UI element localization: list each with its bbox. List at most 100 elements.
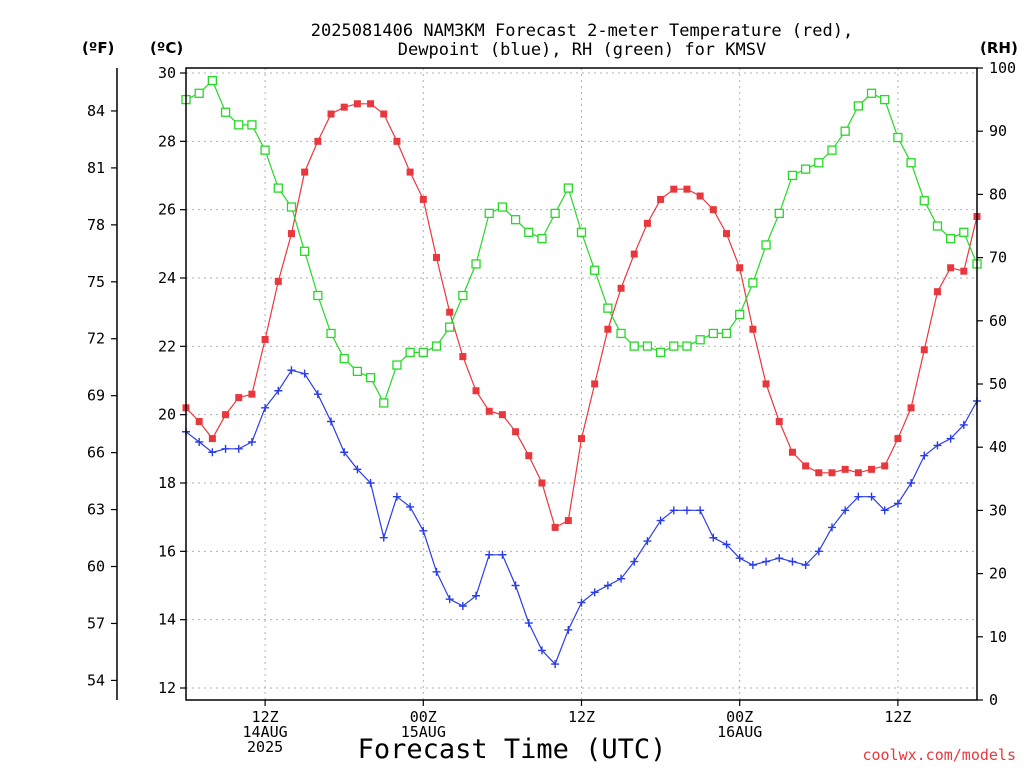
rh-point (919, 196, 929, 206)
dewpoint-point (234, 444, 243, 453)
rh-point (721, 328, 732, 339)
rh-point (484, 208, 494, 219)
rh-tick-label: 90 (989, 122, 1007, 140)
dewpoint-point (735, 554, 744, 563)
x-tick-label: 16AUG (717, 723, 762, 741)
rh-point (365, 373, 376, 383)
rh-point (959, 227, 969, 237)
dewpoint-point (788, 557, 797, 566)
2-meter-temperature-point (380, 110, 388, 118)
rh-point (840, 126, 850, 136)
dewpoint-point (827, 523, 836, 532)
rh-point (774, 208, 784, 219)
rh-point (735, 309, 745, 320)
2-meter-temperature-point (894, 435, 902, 443)
dewpoint-point (801, 561, 810, 569)
dewpoint-point (920, 451, 929, 460)
axis-ticks: 1214161820222426283012Z14AUG202500Z15AUG… (87, 59, 1016, 756)
rh-point (893, 132, 903, 143)
rh-point (392, 360, 402, 370)
rh-point (906, 158, 916, 168)
chart-title-line2: Dewpoint (blue), RH (green) for KMSV (398, 40, 766, 60)
rh-tick-label: 10 (989, 628, 1007, 646)
celsius-unit-label: (ºC) (150, 39, 183, 57)
2-meter-temperature-point (947, 264, 955, 272)
2-meter-temperature-point (459, 353, 467, 361)
2-meter-temperature-point (419, 195, 427, 203)
fahrenheit-tick-label: 84 (87, 102, 105, 120)
2-meter-temperature-point (604, 325, 612, 333)
2-meter-temperature-point (591, 380, 599, 388)
dewpoint-point (933, 441, 942, 450)
dewpoint-point (300, 369, 309, 378)
rh-point (497, 202, 508, 212)
fahrenheit-tick-label: 60 (87, 558, 105, 576)
dewpoint-point (498, 550, 507, 559)
celsius-tick-label: 20 (158, 406, 176, 424)
fahrenheit-tick-label: 57 (87, 614, 105, 632)
2-meter-temperature-point (578, 435, 585, 443)
x-tick-label: 12Z (252, 708, 279, 726)
dewpoint-point (208, 448, 217, 457)
dewpoint-point (195, 438, 204, 446)
dewpoint-point (551, 660, 560, 669)
2-meter-temperature-point (432, 254, 440, 261)
rh-point (576, 227, 587, 237)
2-meter-temperature-point (564, 517, 572, 525)
dewpoint-point (603, 581, 612, 590)
2-meter-temperature-point (498, 411, 506, 419)
2-meter-temperature-point (287, 230, 295, 238)
dewpoint-point (432, 567, 441, 576)
2-meter-temperature-point (815, 469, 823, 477)
fahrenheit-tick-label: 54 (87, 671, 105, 689)
2-meter-temperature-point (907, 404, 915, 412)
2-meter-temperature-point (525, 452, 533, 460)
celsius-tick-label: 12 (158, 679, 176, 697)
dewpoint-point (458, 602, 467, 610)
x-tick-label: 00Z (726, 708, 753, 726)
rh-point (286, 202, 297, 212)
rh-point (590, 265, 600, 275)
rh-point (550, 208, 560, 219)
rh-point (471, 259, 481, 269)
celsius-tick-label: 14 (158, 611, 176, 629)
dewpoint-point (261, 403, 270, 412)
dewpoint-point (590, 588, 599, 597)
2-meter-temperature-point (512, 428, 520, 436)
dewpoint-point (748, 561, 757, 569)
x-axis-title: Forecast Time (UTC) (358, 734, 667, 765)
2-meter-temperature-point (881, 462, 889, 470)
dewpoint-point (854, 492, 863, 501)
x-tick-label: 15AUG (401, 723, 446, 741)
rh-point (945, 233, 956, 244)
celsius-tick-label: 26 (158, 201, 176, 219)
rh-tick-label: 70 (989, 249, 1007, 267)
rh-tick-label: 40 (989, 438, 1007, 456)
fahrenheit-tick-label: 72 (87, 330, 105, 348)
2-meter-temperature-point (261, 336, 269, 343)
rh-point (339, 354, 349, 364)
dewpoint-point (406, 502, 415, 511)
rh-point (880, 94, 890, 105)
rh-point (405, 347, 415, 358)
2-meter-temperature-point (195, 418, 203, 425)
celsius-tick-label: 18 (158, 474, 176, 492)
rh-tick-label: 20 (989, 565, 1007, 583)
2-meter-temperature-point (788, 448, 796, 456)
x-tick-label: 2025 (247, 738, 283, 756)
2-meter-temperature-point (960, 267, 968, 275)
rh-point (299, 246, 310, 256)
dewpoint-point (682, 506, 691, 515)
rh-point (655, 347, 666, 358)
dewpoint-point (247, 438, 256, 446)
dewpoint-point (946, 434, 955, 443)
dewpoint-point (907, 479, 916, 487)
x-tick-label: 12Z (884, 708, 911, 726)
credit-text: coolwx.com/models (862, 746, 1016, 764)
2-meter-temperature-point (248, 390, 256, 398)
dewpoint-point (696, 506, 705, 515)
rh-point (220, 107, 231, 117)
x-tick-label: 14AUG (243, 723, 288, 741)
rh-point (273, 183, 283, 193)
